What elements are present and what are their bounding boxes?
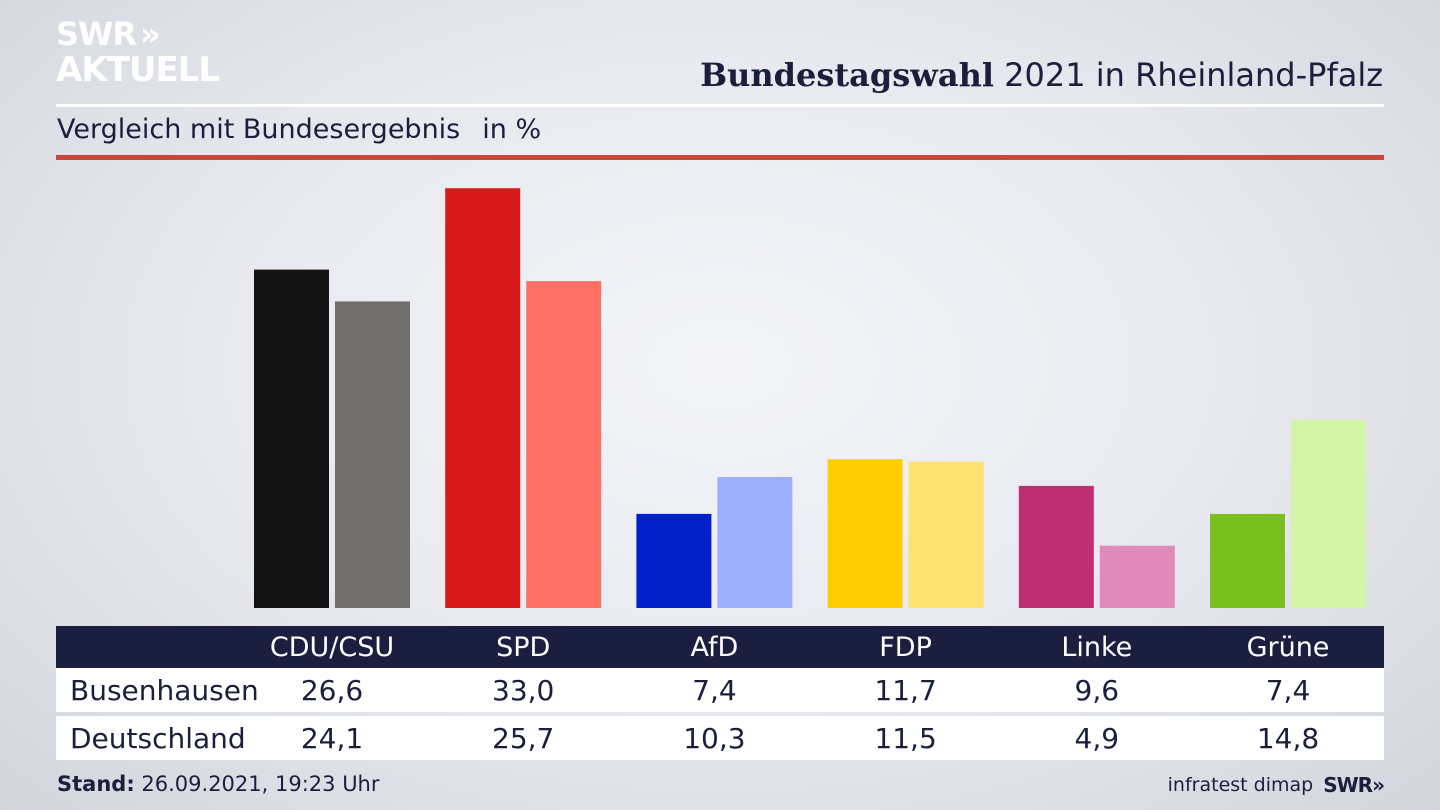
subtitle-text: Vergleich mit Bundesergebnis bbox=[57, 114, 461, 145]
source-credit: infratest dimap SWR» bbox=[1167, 773, 1385, 797]
bar-gr-ne-deutschland bbox=[1291, 419, 1366, 608]
stand-label: Stand: bbox=[57, 772, 135, 796]
bar-fdp-deutschland bbox=[908, 461, 984, 608]
value-deutschland-cdu-csu: 24,1 bbox=[300, 721, 364, 755]
bar-gr-ne-busenhausen bbox=[1210, 513, 1285, 608]
value-busenhausen-afd: 7,4 bbox=[692, 673, 737, 707]
page-title: Bundestagswahl 2021 in Rheinland-Pfalz bbox=[700, 56, 1383, 94]
stand-value: 26.09.2021, 19:23 Uhr bbox=[141, 772, 380, 796]
value-deutschland-spd: 25,7 bbox=[492, 721, 555, 755]
accent-divider bbox=[56, 155, 1384, 160]
bar-spd-deutschland bbox=[526, 281, 602, 608]
title-divider bbox=[56, 104, 1384, 107]
category-label-spd: SPD bbox=[496, 631, 551, 663]
table-row-deutschland: Deutschland 24,1 25,7 10,3 11,5 4,9 14,8 bbox=[56, 716, 1384, 760]
footer-swr-logo: SWR» bbox=[1323, 773, 1385, 797]
value-busenhausen-gr-ne: 7,4 bbox=[1265, 673, 1311, 707]
value-busenhausen-linke: 9,6 bbox=[1074, 673, 1120, 707]
bar-linke-busenhausen bbox=[1018, 485, 1094, 608]
bar-cdu-csu-busenhausen bbox=[254, 269, 329, 608]
bar-spd-busenhausen bbox=[445, 188, 521, 608]
subtitle: Vergleich mit Bundesergebnis in % bbox=[57, 114, 541, 145]
bar-afd-busenhausen bbox=[636, 513, 712, 608]
category-label-gr-ne: Grüne bbox=[1246, 631, 1330, 663]
title-rest: 2021 in Rheinland-Pfalz bbox=[1004, 56, 1383, 94]
value-deutschland-fdp: 11,5 bbox=[874, 721, 937, 755]
category-label-cdu-csu: CDU/CSU bbox=[269, 631, 395, 663]
value-busenhausen-fdp: 11,7 bbox=[874, 673, 937, 707]
value-deutschland-linke: 4,9 bbox=[1074, 721, 1120, 755]
table-header-row: CDU/CSU SPD AfD FDP Linke Grüne bbox=[56, 626, 1384, 668]
timestamp: Stand: 26.09.2021, 19:23 Uhr bbox=[57, 772, 380, 796]
value-busenhausen-cdu-csu: 26,6 bbox=[300, 673, 364, 707]
value-busenhausen-spd: 33,0 bbox=[492, 673, 555, 707]
logo-aktuell-text: AKTUELL bbox=[56, 50, 220, 90]
category-label-afd: AfD bbox=[690, 631, 739, 663]
swr-aktuell-logo: SWR» AKTUELL bbox=[56, 15, 220, 90]
category-label-fdp: FDP bbox=[879, 631, 932, 663]
results-table: CDU/CSU SPD AfD FDP Linke Grüne Busenhausen 2… bbox=[56, 626, 1384, 760]
title-bold: Bundestagswahl bbox=[700, 56, 994, 94]
category-label-linke: Linke bbox=[1061, 631, 1133, 663]
row-label-busenhausen: Busenhausen bbox=[70, 673, 259, 707]
bar-afd-deutschland bbox=[717, 477, 793, 608]
bar-fdp-busenhausen bbox=[827, 459, 903, 608]
bar-cdu-csu-deutschland bbox=[335, 301, 410, 608]
table-row-busenhausen: Busenhausen 26,6 33,0 7,4 11,7 9,6 7,4 bbox=[56, 668, 1384, 712]
bar-linke-deutschland bbox=[1099, 545, 1175, 608]
value-deutschland-afd: 10,3 bbox=[683, 721, 746, 755]
logo-swr-text: SWR bbox=[56, 15, 137, 53]
subtitle-unit: in % bbox=[482, 114, 542, 145]
bar-chart bbox=[254, 188, 1366, 608]
source-text: infratest dimap bbox=[1167, 774, 1314, 796]
row-label-deutschland: Deutschland bbox=[70, 721, 246, 755]
value-deutschland-gr-ne: 14,8 bbox=[1256, 721, 1320, 755]
